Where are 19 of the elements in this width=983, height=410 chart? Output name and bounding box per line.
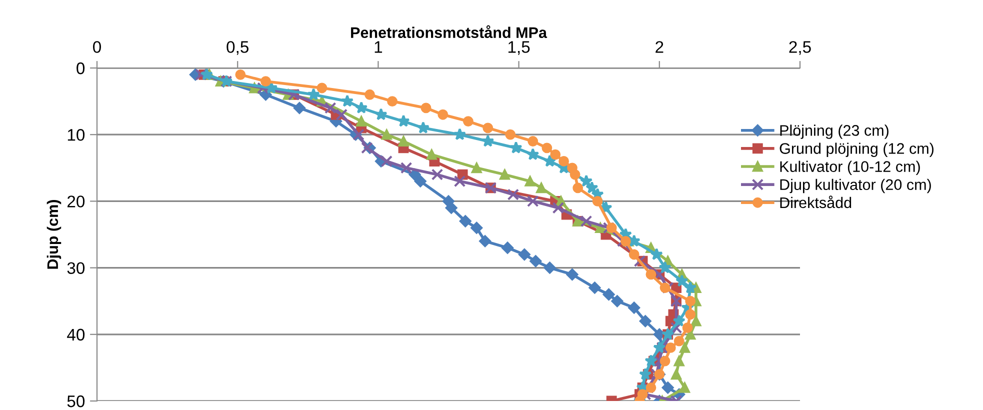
y-tick-label: 10 <box>68 129 85 141</box>
legend-label: Kultivator (10-12 cm) <box>780 160 920 176</box>
y-tick-label: 40 <box>67 328 85 341</box>
y-tick-label: 30 <box>67 262 85 274</box>
legend-label: Grund plöjning (12 cm) <box>780 142 934 157</box>
x-tick-label: 2,5 <box>789 41 811 55</box>
x-tick-label: 2 <box>656 41 664 53</box>
legend-label: Plöjning (23 cm) <box>780 124 888 139</box>
x-tick-label: 1 <box>374 41 382 53</box>
legend-label: Direktsådd <box>780 196 852 208</box>
legend-label: Djup kultivator (20 cm) <box>780 178 931 194</box>
y-axis-title: Djup (cm) <box>46 200 62 269</box>
x-tick-label: 0 <box>93 41 101 53</box>
y-tick-label: 20 <box>67 196 85 208</box>
y-tick-label: 50 <box>67 395 85 408</box>
x-axis-title: Penetrationsmotstånd MPa <box>351 25 548 38</box>
y-tick-label: 0 <box>76 62 85 74</box>
x-tick-label: 1,5 <box>508 41 530 55</box>
x-tick-label: 0,5 <box>226 41 248 55</box>
